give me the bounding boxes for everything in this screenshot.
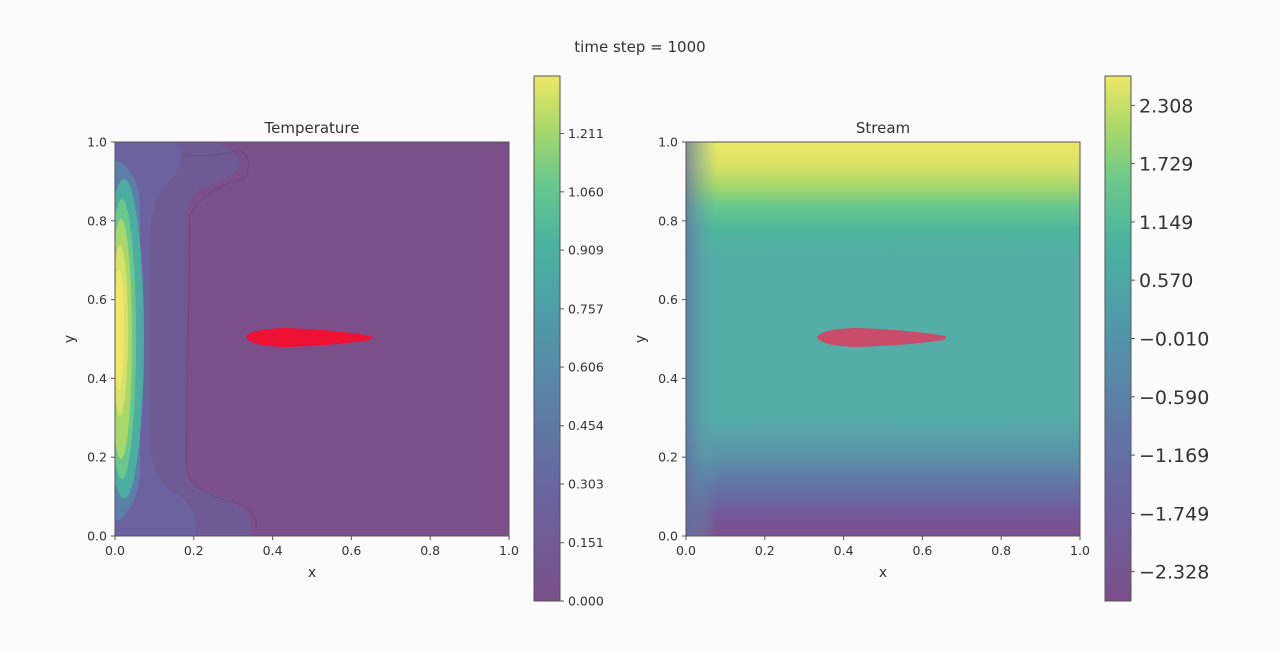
stream-y-tick-label: 0.2 <box>658 450 678 465</box>
temperature-colorbar-tick-label: 0.757 <box>568 301 604 316</box>
stream-colorbar-tick-label: −0.010 <box>1139 329 1209 351</box>
stream-x-tick-label: 0.4 <box>834 543 854 558</box>
stream-colorbar-tick-label: 1.149 <box>1139 212 1193 234</box>
temperature-colorbar-tick-label: 0.454 <box>568 418 604 433</box>
stream-y-tick-label: 0.6 <box>658 292 678 307</box>
stream-colorbar-tick-label: 1.729 <box>1139 154 1193 176</box>
stream-panel: Stream 0.0 0.2 0.4 0.6 0.8 1.0 0.0 0.2 0.4 0.6 0.8… <box>633 75 1209 602</box>
stream-plot-frame <box>685 141 1081 537</box>
stream-y-tick-label: 0.0 <box>658 529 678 544</box>
stream-x-tick-label: 0.8 <box>991 543 1011 558</box>
temperature-y-tick-label: 0.0 <box>87 529 107 544</box>
temperature-panel: Temperature 0.0 0.2 0.4 0.6 0.8 1.00.00.20.40… <box>62 75 604 609</box>
temperature-colorbar-tick-label: 0.909 <box>568 243 604 258</box>
temperature-obstacle <box>246 328 372 347</box>
temperature-y-tick-label: 1.0 <box>87 135 107 150</box>
temperature-y-tick-label: 0.2 <box>87 450 107 465</box>
stream-xlabel: x <box>879 565 887 581</box>
temperature-colorbar-tick-label: 1.060 <box>568 184 604 199</box>
stream-colorbar-tick-label: −1.169 <box>1139 445 1209 467</box>
temperature-x-tick-label: 1.0 <box>499 543 519 558</box>
temperature-x-tick-label: 0.2 <box>184 543 204 558</box>
temperature-colorbar-tick-label: 0.303 <box>568 477 604 492</box>
stream-x-tick-label: 0.6 <box>912 543 932 558</box>
temperature-field <box>115 142 509 536</box>
stream-x-tick-label: 0.2 <box>755 543 775 558</box>
stream-colorbar-tick-label: 0.570 <box>1139 270 1193 292</box>
temperature-xlabel: x <box>308 565 316 581</box>
suptitle: time step = 1000 <box>574 38 705 56</box>
stream-colorbar-tick-label: −2.328 <box>1139 562 1209 584</box>
stream-colorbar-tick-label: −1.749 <box>1139 503 1209 525</box>
temperature-title: Temperature <box>263 119 359 137</box>
temperature-x-tick-label: 0.6 <box>341 543 361 558</box>
stream-x-tick-label: 0.0 <box>676 543 696 558</box>
temperature-colorbar-tick-label: 0.000 <box>568 594 604 609</box>
stream-y-tick-label: 1.0 <box>658 135 678 150</box>
temperature-x-tick-label: 0.4 <box>263 543 283 558</box>
stream-obstacle <box>817 328 946 347</box>
temperature-colorbar <box>533 75 561 602</box>
stream-y-tick-label: 0.4 <box>658 371 678 386</box>
temperature-colorbar-tick-label: 0.606 <box>568 360 604 375</box>
temperature-plot-frame <box>114 141 510 537</box>
stream-title: Stream <box>856 119 910 137</box>
stream-axes: 0.0 0.2 0.4 0.6 0.8 1.0 0.0 0.2 0.4 0.6 0.8 1.0 <box>658 135 1090 559</box>
temperature-colorbar-ticks: 0.000 0.151 0.303 0.454 0.606 0.757 0.909 1.060… <box>560 126 604 609</box>
stream-colorbar-tick-label: 2.308 <box>1139 95 1193 117</box>
temperature-colorbar-tick-label: 1.211 <box>568 126 604 141</box>
temperature-y-tick-label: 0.4 <box>87 371 107 386</box>
stream-colorbar-ticks: −2.328 −1.749 −1.169 −0.590 −0.010 0.570 1.149… <box>1131 95 1209 584</box>
temperature-axes: 0.0 0.2 0.4 0.6 0.8 1.0 0.0 0.2 0.4 0.6 0.8 1.0 <box>87 135 519 559</box>
stream-ylabel: y <box>633 335 649 343</box>
temperature-y-tick-label: 0.8 <box>87 213 107 228</box>
stream-colorbar-tick-label: −0.590 <box>1139 387 1209 409</box>
temperature-x-tick-label: 0.8 <box>420 543 440 558</box>
temperature-y-tick-label: 0.6 <box>87 292 107 307</box>
temperature-colorbar-tick-label: 0.151 <box>568 535 604 550</box>
stream-colorbar <box>1104 75 1132 602</box>
stream-y-tick-label: 0.8 <box>658 213 678 228</box>
temperature-x-tick-label: 0.0 <box>105 543 125 558</box>
temperature-ylabel: y <box>62 335 78 343</box>
stream-x-tick-label: 1.0 <box>1070 543 1090 558</box>
